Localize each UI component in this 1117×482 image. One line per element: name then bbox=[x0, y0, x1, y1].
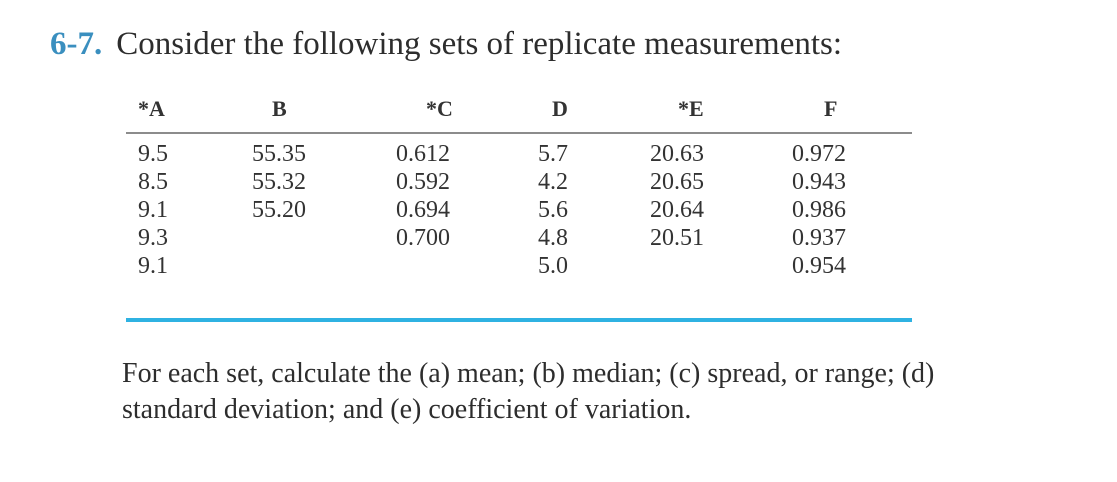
table-cell: 9.1 bbox=[138, 253, 168, 279]
column-header-f: F bbox=[824, 96, 838, 121]
table-cell bbox=[252, 224, 306, 252]
table-cell: 0.937 bbox=[792, 225, 846, 251]
problem-statement: Consider the following sets of replicate… bbox=[116, 26, 843, 62]
table-cell: 20.65 bbox=[650, 169, 704, 195]
table-cell: 0.694 bbox=[396, 197, 450, 223]
problem-heading: 6-7. Consider the following sets of repli… bbox=[50, 24, 842, 64]
table-cell: 5.6 bbox=[538, 197, 568, 223]
column-f: 0.972 0.943 0.986 0.937 0.954 bbox=[792, 140, 846, 280]
column-b: 55.35 55.32 55.20 bbox=[252, 140, 306, 280]
table-cell: 55.35 bbox=[252, 141, 306, 167]
column-header-c: *C bbox=[426, 96, 453, 121]
table-cell: 9.5 bbox=[138, 141, 168, 167]
table-cell: 20.51 bbox=[650, 225, 704, 251]
table-body: 9.5 8.5 9.1 9.3 9.1 55.35 55.32 55.20 0.… bbox=[126, 134, 912, 318]
table-cell: 4.2 bbox=[538, 169, 568, 195]
table-cell: 8.5 bbox=[138, 169, 168, 195]
column-a: 9.5 8.5 9.1 9.3 9.1 bbox=[138, 140, 168, 280]
table-cell: 9.3 bbox=[138, 225, 168, 251]
table-cell: 0.592 bbox=[396, 169, 450, 195]
measurements-table: *A B *C D *E F 9.5 8.5 9.1 9.3 9.1 55.35… bbox=[126, 96, 912, 322]
table-cell: 4.8 bbox=[538, 225, 568, 251]
table-cell: 5.0 bbox=[538, 253, 568, 279]
table-cell: 0.700 bbox=[396, 225, 450, 251]
column-e: 20.63 20.65 20.64 20.51 bbox=[650, 140, 704, 280]
table-cell bbox=[252, 252, 306, 280]
table-cell: 55.20 bbox=[252, 197, 306, 223]
table-cell: 9.1 bbox=[138, 197, 168, 223]
table-cell: 20.63 bbox=[650, 141, 704, 167]
table-bottom-rule bbox=[126, 318, 912, 322]
column-d: 5.7 4.2 5.6 4.8 5.0 bbox=[538, 140, 568, 280]
table-cell: 0.986 bbox=[792, 197, 846, 223]
table-cell: 0.954 bbox=[792, 253, 846, 279]
column-header-d: D bbox=[552, 96, 568, 121]
table-cell: 55.32 bbox=[252, 169, 306, 195]
table-cell: 0.943 bbox=[792, 169, 846, 195]
column-c: 0.612 0.592 0.694 0.700 bbox=[396, 140, 450, 280]
table-cell: 0.612 bbox=[396, 141, 450, 167]
question-text: For each set, calculate the (a) mean; (b… bbox=[122, 358, 935, 425]
table-header-row: *A B *C D *E F bbox=[126, 96, 912, 134]
table-cell bbox=[650, 252, 704, 280]
column-header-e: *E bbox=[678, 96, 704, 121]
table-cell bbox=[396, 252, 450, 280]
table-cell: 5.7 bbox=[538, 141, 568, 167]
table-cell: 0.972 bbox=[792, 141, 846, 167]
column-header-a: *A bbox=[138, 96, 165, 121]
table-cell: 20.64 bbox=[650, 197, 704, 223]
column-header-b: B bbox=[272, 96, 287, 121]
problem-number: 6-7. bbox=[50, 26, 103, 62]
